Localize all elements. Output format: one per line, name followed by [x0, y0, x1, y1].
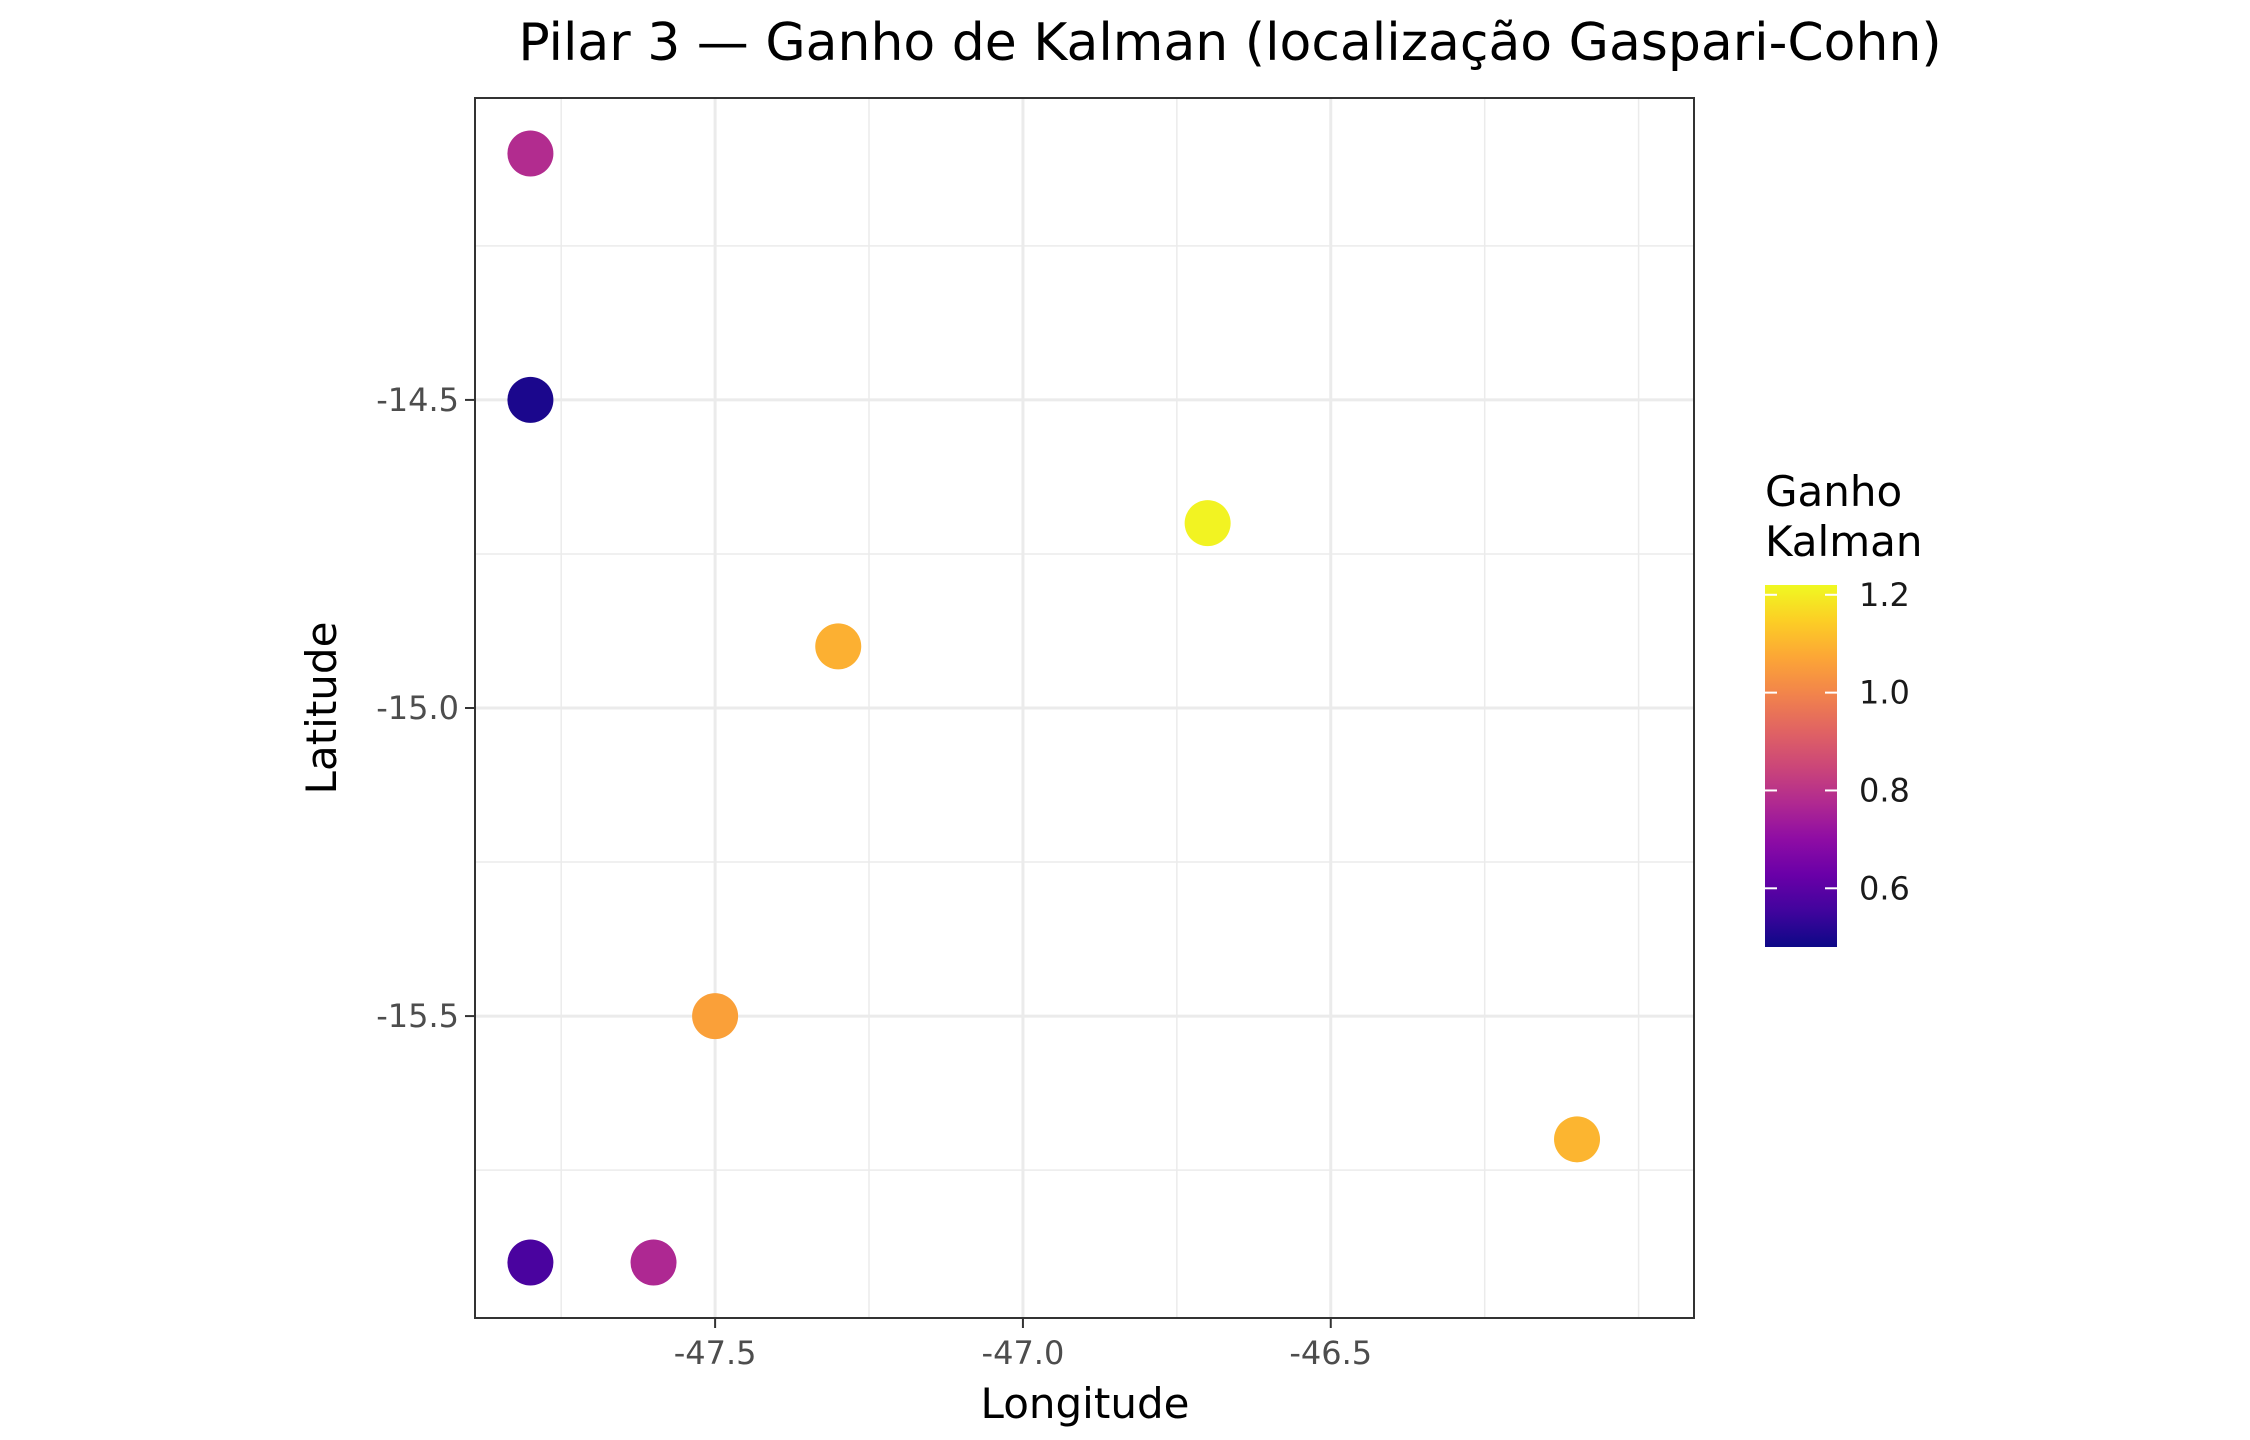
chart-title: Pilar 3 — Ganho de Kalman (localização G…: [518, 13, 1941, 73]
data-points: [507, 130, 1601, 1286]
scatter-point: [692, 993, 739, 1040]
legend-ticks: 1.2 1.0 0.8 0.6: [1765, 576, 1910, 907]
grid-lines: [475, 98, 1694, 1318]
y-tick-label: -14.5: [376, 381, 459, 419]
legend-tick-label: 0.8: [1859, 771, 1910, 809]
scatter-point: [507, 130, 554, 177]
y-axis-title: Latitude: [297, 622, 346, 795]
legend-title-line-2: Kalman: [1765, 517, 1922, 566]
x-axis-title: Longitude: [981, 1379, 1190, 1428]
y-tick-label: -15.5: [376, 997, 459, 1035]
scatter-point: [507, 376, 554, 423]
scatter-point: [1184, 500, 1231, 547]
x-tick-label: -46.5: [1289, 1334, 1372, 1372]
legend-title-line-1: Ganho: [1765, 467, 1902, 516]
scatter-point: [1554, 1116, 1601, 1163]
scatter-point: [507, 1239, 554, 1286]
x-tick-label: -47.0: [982, 1334, 1065, 1372]
axis-ticks: -47.5 -47.0 -46.5 -14.5 -15.0 -15.5: [376, 381, 1372, 1372]
legend-tick-label: 1.2: [1859, 576, 1910, 614]
color-legend: Ganho Kalman 1.2 1.0 0.8 0.6: [1765, 467, 1922, 947]
legend-tick-label: 0.6: [1859, 869, 1910, 907]
scatter-point: [630, 1239, 677, 1286]
legend-colorbar: [1765, 585, 1837, 947]
scatter-point: [815, 623, 862, 670]
x-tick-label: -47.5: [674, 1334, 757, 1372]
legend-tick-label: 1.0: [1859, 674, 1910, 712]
y-tick-label: -15.0: [376, 689, 459, 727]
